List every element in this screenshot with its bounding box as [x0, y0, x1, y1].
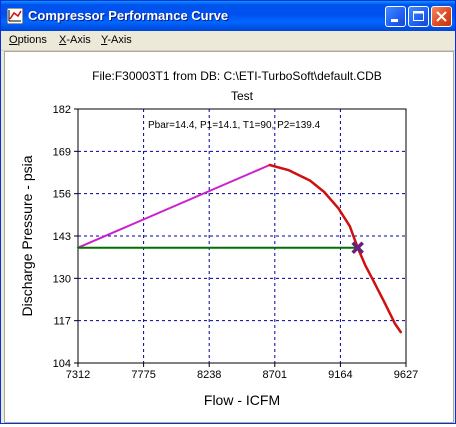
close-button[interactable]	[431, 6, 452, 27]
window-title: Compressor Performance Curve	[28, 8, 229, 23]
menu-y-axis-mnemonic: Y	[101, 34, 108, 46]
y-tick-label: 169	[53, 146, 71, 158]
x-tick-label: 9627	[394, 369, 418, 381]
y-tick-label: 182	[53, 104, 71, 116]
performance-curve	[268, 163, 403, 334]
series-layer	[77, 163, 403, 334]
minimize-icon	[391, 19, 398, 22]
menu-options-mnemonic: O	[9, 34, 18, 46]
x-tick-label: 7312	[66, 369, 90, 381]
minimize-button[interactable]	[385, 6, 406, 27]
x-axis-title: Flow - ICFM	[204, 392, 280, 408]
y-tick-label: 143	[53, 231, 71, 243]
x-tick-label: 8238	[197, 369, 221, 381]
chart-title: Test	[231, 89, 254, 103]
y-axis-title: Discharge Pressure - psia	[19, 155, 35, 316]
x-tick-label: 9164	[328, 369, 352, 381]
title-bar[interactable]: Compressor Performance Curve	[1, 1, 455, 31]
tick-labels: 7312 7775 8238 8701 9164 9627 104 117 130 143 156 1…	[53, 104, 419, 381]
menu-y-axis-label: -Axis	[107, 34, 132, 46]
y-tick-label: 156	[53, 189, 71, 201]
x-tick-label: 8701	[263, 369, 287, 381]
file-source-label: File:F30003T1 from DB: C:\ETI-TurboSoft\…	[92, 69, 382, 83]
operating-point-marker	[351, 241, 364, 254]
chart-app-icon[interactable]	[6, 7, 24, 25]
maximize-icon	[413, 11, 424, 21]
menu-options[interactable]: Options	[9, 34, 47, 46]
performance-chart: File:F30003T1 from DB: C:\ETI-TurboSoft\…	[19, 69, 419, 408]
operating-point-stroke	[351, 241, 364, 254]
y-tick-label: 117	[53, 316, 71, 328]
menu-options-label: ptions	[17, 34, 47, 46]
menu-y-axis[interactable]: Y-Axis	[101, 34, 132, 46]
y-tick-label: 104	[53, 358, 71, 370]
conditions-label: Pbar=14.4, P1=14.1, T1=90, P2=139.4	[148, 120, 321, 131]
chart-area: File:F30003T1 from DB: C:\ETI-TurboSoft\…	[4, 51, 454, 423]
maximize-button[interactable]	[408, 6, 429, 27]
x-tick-label: 7775	[131, 369, 155, 381]
menu-x-axis[interactable]: X-Axis	[59, 34, 91, 46]
y-tick-label: 130	[53, 273, 71, 285]
grid-lines	[74, 108, 407, 367]
menu-x-axis-label: -Axis	[66, 34, 91, 46]
close-icon	[436, 11, 447, 22]
surge-line	[77, 164, 271, 249]
menu-x-axis-mnemonic: X	[59, 34, 67, 46]
menu-bar: Options X-Axis Y-Axis	[1, 31, 455, 51]
